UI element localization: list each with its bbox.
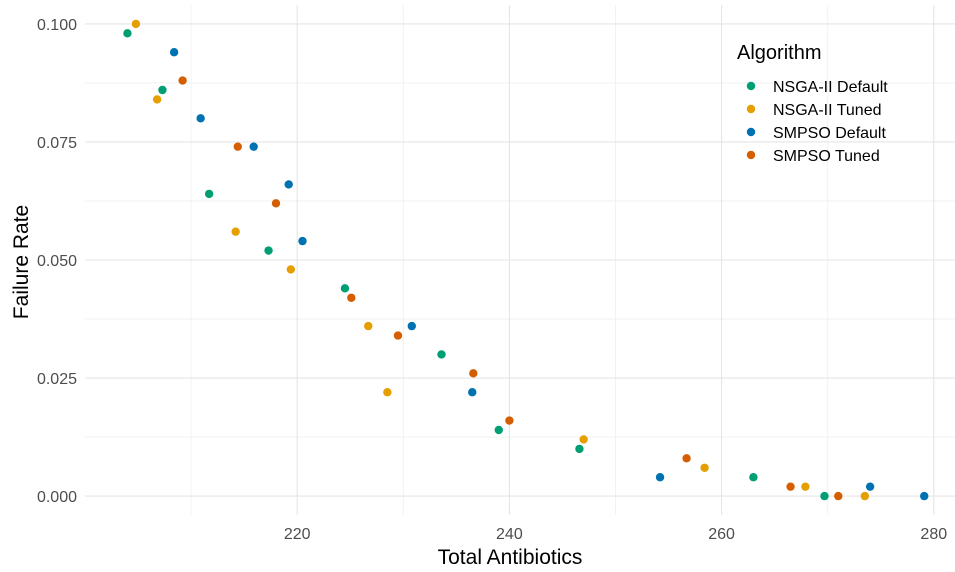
legend-items: NSGA-II Default NSGA-II Tuned SMPSO Defaul… <box>746 79 888 165</box>
data-point <box>131 19 141 29</box>
data-point <box>158 85 167 95</box>
data-point <box>286 265 296 274</box>
data-point <box>820 491 829 501</box>
data-point <box>469 369 478 378</box>
data-point <box>204 189 214 199</box>
data-point <box>834 491 843 501</box>
data-point <box>233 142 242 151</box>
y-tick-label: 0.025 <box>37 371 77 388</box>
data-point <box>169 48 179 57</box>
data-point <box>364 321 373 331</box>
legend-title: Algorithm <box>737 42 821 64</box>
data-point <box>700 463 709 472</box>
x-axis-title: Total Antibiotics <box>438 546 583 569</box>
data-point <box>682 454 691 463</box>
legend-key <box>746 81 756 91</box>
data-point <box>347 293 356 302</box>
data-point <box>494 425 503 435</box>
minor-gridlines <box>85 5 955 515</box>
data-point <box>231 227 240 236</box>
y-tick-label: 0.050 <box>37 253 77 270</box>
data-point <box>786 482 795 491</box>
data-point <box>249 142 258 151</box>
x-tick-label: 260 <box>708 526 735 543</box>
y-tick-label: 0.000 <box>37 489 77 506</box>
x-tick-label: 280 <box>920 526 947 543</box>
data-point <box>152 95 162 104</box>
data-point <box>655 473 665 482</box>
x-axis-tick-labels: 220 240 260 280 <box>284 526 947 543</box>
data-point <box>393 331 403 340</box>
y-tick-label: 0.075 <box>37 135 77 152</box>
data-point <box>271 199 281 208</box>
data-point <box>865 482 875 491</box>
legend-label: NSGA-II Default <box>773 79 888 96</box>
legend-key <box>746 104 756 114</box>
data-point <box>178 76 187 85</box>
y-axis-title: Failure Rate <box>10 205 33 319</box>
legend-label: SMPSO Tuned <box>773 148 880 165</box>
legend-key <box>746 150 756 160</box>
data-point <box>579 435 588 444</box>
data-point <box>437 350 446 359</box>
data-point <box>123 29 132 38</box>
x-tick-label: 220 <box>284 526 311 543</box>
data-point <box>860 491 870 501</box>
legend-key <box>746 127 756 137</box>
legend: Algorithm NSGA-II Default NSGA-II Tuned SM… <box>737 42 888 165</box>
y-axis-tick-labels: 0.000 0.025 0.050 0.075 0.100 <box>37 17 77 506</box>
data-point <box>749 473 758 482</box>
data-points <box>123 19 929 501</box>
data-point <box>505 416 514 425</box>
data-point <box>575 444 584 454</box>
data-point <box>196 114 205 123</box>
data-point <box>468 388 477 397</box>
data-point <box>264 246 273 255</box>
y-tick-label: 0.100 <box>37 17 77 34</box>
data-point <box>340 284 350 293</box>
data-point <box>407 321 416 331</box>
legend-label: SMPSO Default <box>773 125 886 142</box>
data-point <box>284 180 293 189</box>
data-point <box>801 482 810 491</box>
x-tick-label: 240 <box>496 526 523 543</box>
legend-label: NSGA-II Tuned <box>773 102 882 119</box>
data-point <box>298 236 307 246</box>
data-point <box>920 491 929 501</box>
major-gridlines <box>85 5 955 515</box>
data-point <box>383 388 392 397</box>
